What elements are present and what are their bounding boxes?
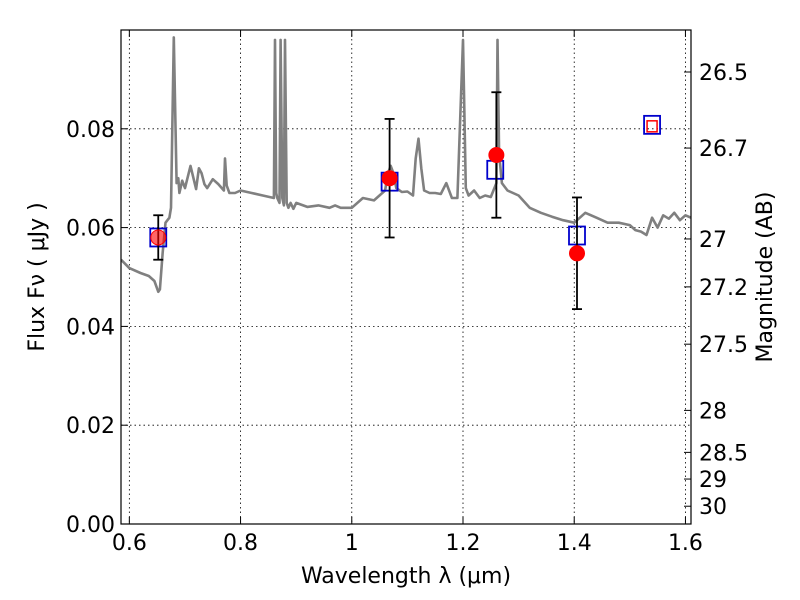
y2-tick-label: 27	[699, 228, 727, 253]
y2-tick-label: 27.2	[699, 276, 748, 301]
y2-tick-label: 28	[699, 399, 727, 424]
y2-tick-label: 30	[699, 495, 727, 520]
y-tick-label: 0.00	[66, 513, 115, 538]
axis-ticks: 0.6 0.8 1 1.2 1.4 1.6 0.00 0.02 0.04 0.06 0.08 26.5…	[66, 30, 748, 556]
observed-point-marker	[488, 146, 505, 163]
x-tick-label: 1.2	[446, 531, 481, 556]
x-tick-label: 1.4	[557, 531, 592, 556]
grid-lines	[121, 30, 691, 525]
x-tick-label: 1	[345, 531, 359, 556]
y2-tick-label: 26.7	[699, 137, 748, 162]
y-axis-label: Flux Fν ( μJy )	[25, 202, 50, 351]
observed-point-marker	[569, 245, 585, 262]
x-tick-label: 0.6	[112, 531, 147, 556]
y-tick-label: 0.08	[66, 118, 115, 143]
y2-tick-label: 27.5	[699, 333, 748, 358]
observed-point-marker	[150, 229, 167, 246]
spectrum-line	[121, 36, 691, 294]
y2-tick-label: 29	[699, 468, 727, 493]
observed-point-marker	[646, 120, 658, 133]
photometry-markers	[149, 91, 661, 311]
y2-tick-label: 28.5	[699, 441, 748, 466]
right-axis-label: Magnitude (AB)	[753, 192, 778, 363]
y-tick-label: 0.02	[66, 414, 115, 439]
y-tick-label: 0.04	[66, 315, 115, 340]
x-axis-label: Wavelength λ (μm)	[301, 564, 511, 589]
y2-tick-label: 26.5	[699, 61, 748, 86]
plot-frame	[120, 29, 692, 525]
y-tick-label: 0.06	[66, 217, 115, 242]
x-tick-label: 1.6	[668, 531, 703, 556]
model-square-marker	[643, 114, 661, 135]
model-spectrum	[121, 36, 691, 294]
x-tick-label: 0.8	[223, 531, 258, 556]
observed-point-marker	[381, 170, 398, 187]
